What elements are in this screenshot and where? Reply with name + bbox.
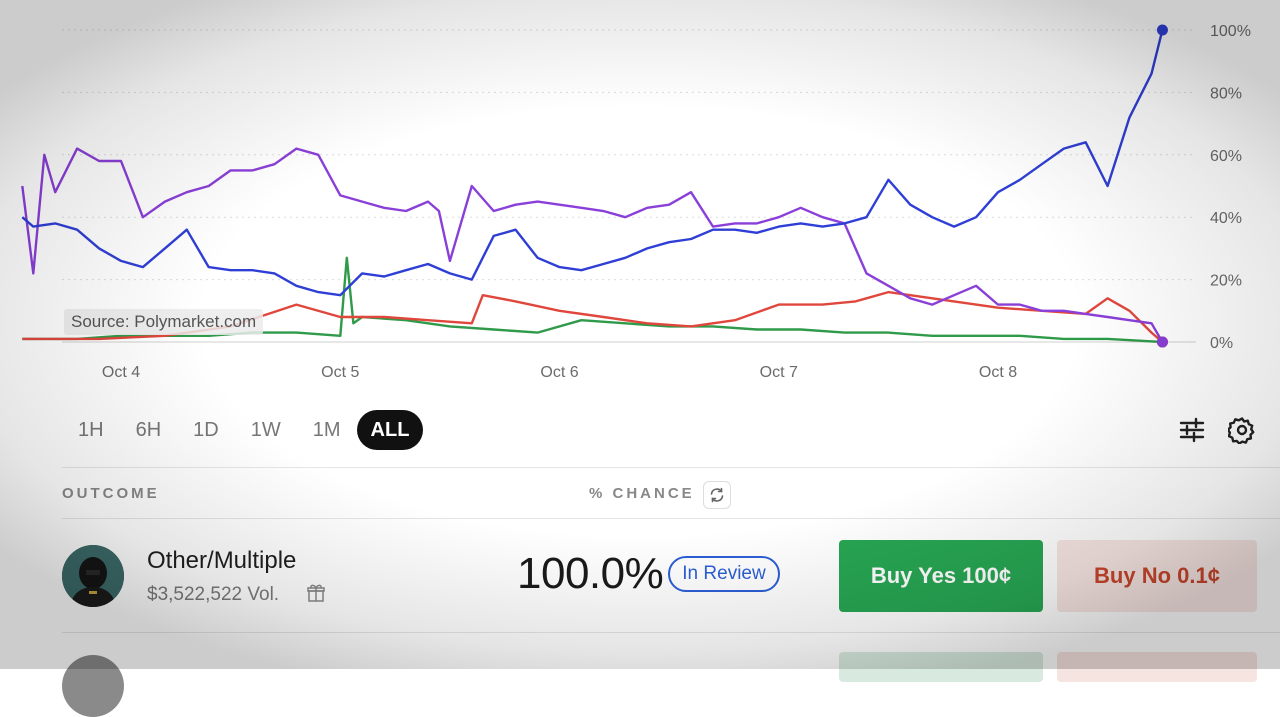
- series-line: [21, 147, 1164, 343]
- gear-icon[interactable]: [1228, 416, 1256, 444]
- series-endpoint: [1156, 24, 1168, 36]
- outcome-volume: $3,522,522 Vol.: [147, 584, 280, 605]
- series-line: [22, 290, 1164, 343]
- outcome-column-header: OUTCOME: [62, 485, 160, 502]
- x-axis-ticks: Oct 4 Oct 5 Oct 6 Oct 7 Oct 8: [102, 364, 1017, 381]
- series-line: [21, 29, 1164, 297]
- x-tick-label: Oct 5: [321, 364, 359, 381]
- refresh-button[interactable]: [703, 481, 731, 509]
- y-tick-label: 40%: [1210, 210, 1242, 227]
- series-endpoint: [1156, 336, 1168, 348]
- time-range-selector: 1H 6H 1D 1W 1M ALL: [62, 410, 424, 450]
- refresh-icon: [710, 487, 724, 503]
- buy-no-button[interactable]: Buy No 0.1¢: [1057, 540, 1257, 612]
- outcome-chance: 100.0%: [517, 549, 664, 598]
- chance-column-header: % CHANCE: [589, 485, 695, 502]
- sliders-icon[interactable]: [1178, 416, 1206, 444]
- status-badge: In Review: [668, 556, 780, 592]
- range-1h-button[interactable]: 1H: [78, 419, 104, 441]
- divider: [62, 632, 1280, 633]
- range-6h-button[interactable]: 6H: [135, 419, 162, 441]
- x-tick-label: Oct 6: [540, 364, 578, 381]
- x-tick-label: Oct 4: [102, 364, 140, 381]
- gift-icon[interactable]: [306, 583, 326, 603]
- chart-series: [21, 29, 1164, 344]
- avatar: [62, 545, 124, 607]
- y-tick-label: 80%: [1210, 85, 1242, 102]
- source-note: Source: Polymarket.com: [64, 309, 264, 335]
- buy-yes-button[interactable]: [839, 652, 1043, 682]
- y-tick-label: 0%: [1210, 335, 1233, 352]
- y-axis-ticks: 100% 80% 60% 40% 20% 0%: [1210, 23, 1251, 352]
- y-tick-label: 20%: [1210, 273, 1242, 290]
- divider: [62, 467, 1280, 468]
- range-all-button[interactable]: ALL: [356, 410, 424, 450]
- range-1w-button[interactable]: 1W: [250, 419, 281, 441]
- y-tick-label: 100%: [1210, 23, 1251, 40]
- outcome-name[interactable]: Other/Multiple: [147, 547, 297, 574]
- x-tick-label: Oct 8: [979, 364, 1017, 381]
- divider: [62, 518, 1280, 519]
- range-1d-button[interactable]: 1D: [193, 419, 219, 441]
- range-1m-button[interactable]: 1M: [312, 419, 341, 441]
- avatar: [62, 655, 124, 717]
- chart-gridlines: [62, 29, 1196, 343]
- buy-yes-button[interactable]: Buy Yes 100¢: [839, 540, 1043, 612]
- y-tick-label: 60%: [1210, 148, 1242, 165]
- chart-tools: [1178, 416, 1256, 444]
- chart-endpoints: [1156, 24, 1168, 348]
- buy-no-button[interactable]: [1057, 652, 1257, 682]
- x-tick-label: Oct 7: [760, 364, 798, 381]
